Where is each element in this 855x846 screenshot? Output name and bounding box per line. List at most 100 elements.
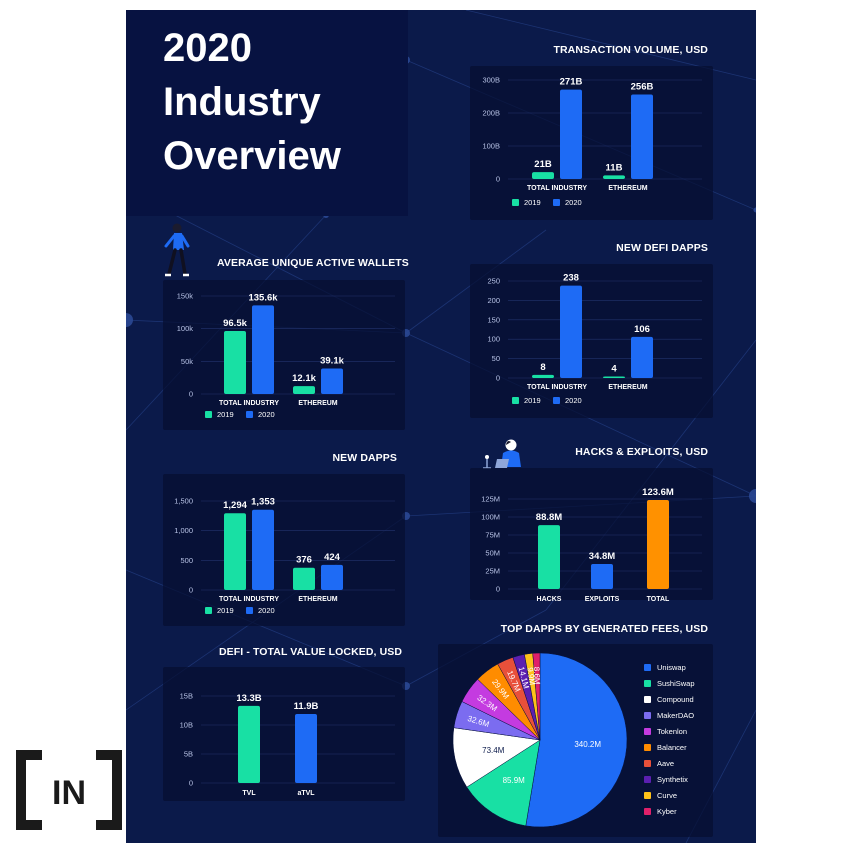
hacks-title: HACKS & EXPLOITS, USD xyxy=(575,446,708,458)
category-label: TOTAL INDUSTRY xyxy=(219,596,279,603)
defi-dapps-title: NEW DEFI DAPPS xyxy=(616,242,708,254)
legend-swatch-curve xyxy=(644,792,651,799)
y-tick-label: 200 xyxy=(487,296,500,305)
category-label: TOTAL xyxy=(647,596,670,603)
data-label: 21B xyxy=(534,159,552,170)
data-label: 4 xyxy=(611,363,617,374)
bar-2019 xyxy=(532,172,554,179)
legend-label: 2019 xyxy=(217,606,234,615)
legend-swatch-balancer xyxy=(644,744,651,751)
data-label: 1,294 xyxy=(223,500,247,511)
tvl-chart: 0 5B 10B 15B 13.3B TVL 11.9B aTVL xyxy=(180,692,395,797)
legend-label: SushiSwap xyxy=(657,679,695,688)
bar-2020 xyxy=(321,564,343,590)
y-tick-label: 0 xyxy=(496,374,500,383)
data-label: 12.1k xyxy=(292,373,316,384)
y-tick-label: 125M xyxy=(481,495,500,504)
infographic-poster: 2020 Industry Overview TRANSACTION VOLUM… xyxy=(126,10,756,843)
data-label: 271B xyxy=(560,77,583,88)
new-dapps-chart: 0 500 1,000 1,500 1,294 1,353 TOTAL INDUSTRY 37… xyxy=(174,497,395,615)
pie-data-label: 8.6M xyxy=(532,667,542,685)
category-label: ETHEREUM xyxy=(608,384,647,391)
legend-swatch-kyber xyxy=(644,808,651,815)
category-label: aTVL xyxy=(297,790,315,797)
y-tick-label: 75M xyxy=(485,531,500,540)
pie-data-label: 73.4M xyxy=(482,746,505,755)
category-label: TOTAL INDUSTRY xyxy=(219,400,279,407)
y-tick-label: 25M xyxy=(485,567,500,576)
wallets-title: AVERAGE UNIQUE ACTIVE WALLETS xyxy=(217,257,409,269)
hacks-panel: 0 25M 50M 75M 100M 125M 88.8M HACKS 34.8M EXPLOIT… xyxy=(470,468,713,603)
legend-swatch-2020 xyxy=(553,199,560,206)
bar-2020 xyxy=(321,368,343,394)
data-label: 424 xyxy=(324,552,341,563)
title-year: 2020 xyxy=(163,26,252,70)
category-label: TVL xyxy=(242,790,256,797)
data-label: 88.8M xyxy=(536,512,562,523)
category-label: ETHEREUM xyxy=(298,596,337,603)
data-label: 39.1k xyxy=(320,355,344,366)
legend-label: Curve xyxy=(657,791,677,800)
legend-swatch-2019 xyxy=(512,397,519,404)
category-label: ETHEREUM xyxy=(608,185,647,192)
data-label: 123.6M xyxy=(642,487,674,498)
logo-text: IN xyxy=(52,774,86,812)
y-tick-label: 1,000 xyxy=(174,526,193,535)
legend-swatch-2020 xyxy=(553,397,560,404)
fees-panel: 340.2M 85.9M 73.4M 32.6M 32.3M 29.9M 19.7M 14.1… xyxy=(438,644,713,837)
bar-atvl xyxy=(295,713,317,783)
legend-swatch-uniswap xyxy=(644,664,651,671)
bar-2020 xyxy=(252,509,274,590)
legend-label: 2020 xyxy=(258,606,275,615)
title-overview: Overview xyxy=(163,134,341,178)
pie-data-label: 340.2M xyxy=(574,740,601,749)
legend-label: Kyber xyxy=(657,807,677,816)
hacks-chart: 0 25M 50M 75M 100M 125M 88.8M HACKS 34.8M EXPLOIT… xyxy=(481,487,702,603)
wallets-chart: 0 50k 100k 150k 96.5k 135.6k TOTAL INDUSTRY 12.… xyxy=(177,292,395,419)
legend-label: Balancer xyxy=(657,743,687,752)
data-label: 11.9B xyxy=(294,701,319,712)
legend-swatch-aave xyxy=(644,760,651,767)
legend-swatch-sushiswap xyxy=(644,680,651,687)
tvl-panel: 0 5B 10B 15B 13.3B TVL 11.9B aTVL xyxy=(163,667,405,801)
bar-2020 xyxy=(560,285,582,378)
data-label: 34.8M xyxy=(589,551,615,562)
bar-2019 xyxy=(293,567,315,590)
y-tick-label: 50k xyxy=(181,357,193,366)
y-tick-label: 0 xyxy=(189,586,193,595)
legend-label: 2020 xyxy=(565,396,582,405)
data-label: 11B xyxy=(606,162,623,173)
bar-2019 xyxy=(532,374,554,378)
pie-data-label: 9.9M xyxy=(525,667,536,686)
pie-slice-kyber xyxy=(532,652,541,741)
data-label: 8 xyxy=(540,362,545,373)
legend-label: 2019 xyxy=(217,410,234,419)
tx-volume-chart: 0 100B 200B 300B 21B 271B TOTAL INDUSTRY 11B 256… xyxy=(482,76,702,207)
legend-label: 2020 xyxy=(565,198,582,207)
title-industry: Industry xyxy=(163,80,321,124)
y-tick-label: 15B xyxy=(180,692,193,701)
legend-label: 2019 xyxy=(524,198,541,207)
data-label: 106 xyxy=(634,324,650,335)
y-tick-label: 100k xyxy=(177,324,194,333)
laptop-person-icon xyxy=(483,439,521,469)
y-tick-label: 100B xyxy=(482,142,500,151)
legend-swatch-makerdao xyxy=(644,712,651,719)
y-tick-label: 250 xyxy=(487,277,500,286)
y-tick-label: 5B xyxy=(184,750,193,759)
bar-hacks xyxy=(538,525,560,589)
bar-2020 xyxy=(560,89,582,179)
y-tick-label: 300B xyxy=(482,76,500,85)
legend-label: Compound xyxy=(657,695,694,704)
category-label: TOTAL INDUSTRY xyxy=(527,185,587,192)
legend-swatch-2019 xyxy=(205,607,212,614)
title-block: 2020 Industry Overview xyxy=(126,10,408,216)
defi-dapps-chart: 0 50 100 150 200 250 8 238 TOTAL INDUSTRY 4 106 ETH… xyxy=(487,273,702,405)
category-label: HACKS xyxy=(537,596,562,603)
legend-swatch-2019 xyxy=(205,411,212,418)
y-tick-label: 150k xyxy=(177,292,194,301)
legend-label: Tokenlon xyxy=(657,727,687,736)
data-label: 376 xyxy=(296,555,312,566)
data-label: 135.6k xyxy=(248,292,278,303)
y-tick-label: 0 xyxy=(189,390,193,399)
